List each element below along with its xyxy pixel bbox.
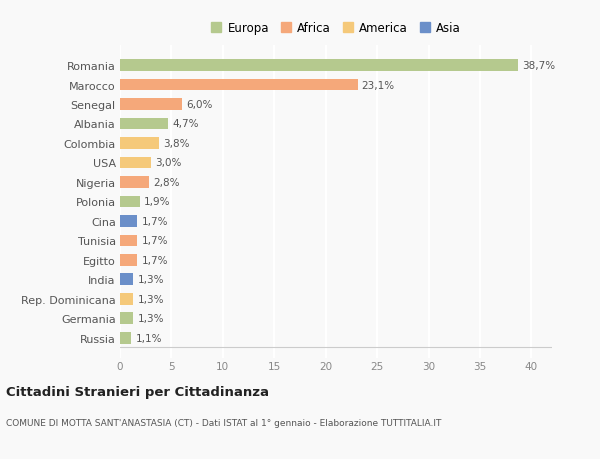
Text: Cittadini Stranieri per Cittadinanza: Cittadini Stranieri per Cittadinanza bbox=[6, 386, 269, 398]
Text: 23,1%: 23,1% bbox=[362, 80, 395, 90]
Bar bbox=[120, 216, 137, 227]
Text: 1,1%: 1,1% bbox=[136, 333, 162, 343]
Text: 1,7%: 1,7% bbox=[142, 216, 168, 226]
Bar bbox=[120, 274, 133, 285]
Bar bbox=[120, 157, 151, 169]
Text: 1,3%: 1,3% bbox=[137, 274, 164, 285]
Text: 1,7%: 1,7% bbox=[142, 236, 168, 246]
Bar bbox=[120, 196, 140, 208]
Bar bbox=[120, 235, 137, 246]
Text: 3,8%: 3,8% bbox=[163, 139, 190, 149]
Text: 4,7%: 4,7% bbox=[172, 119, 199, 129]
Text: 6,0%: 6,0% bbox=[186, 100, 212, 110]
Bar bbox=[120, 99, 182, 111]
Bar bbox=[120, 177, 149, 188]
Bar bbox=[120, 293, 133, 305]
Text: 3,0%: 3,0% bbox=[155, 158, 181, 168]
Bar bbox=[120, 254, 137, 266]
Text: 2,8%: 2,8% bbox=[153, 178, 179, 188]
Text: 1,9%: 1,9% bbox=[143, 197, 170, 207]
Bar bbox=[120, 138, 159, 150]
Text: COMUNE DI MOTTA SANT'ANASTASIA (CT) - Dati ISTAT al 1° gennaio - Elaborazione TU: COMUNE DI MOTTA SANT'ANASTASIA (CT) - Da… bbox=[6, 418, 442, 427]
Bar bbox=[120, 79, 358, 91]
Bar bbox=[120, 60, 518, 72]
Legend: Europa, Africa, America, Asia: Europa, Africa, America, Asia bbox=[206, 17, 466, 40]
Text: 1,7%: 1,7% bbox=[142, 255, 168, 265]
Text: 1,3%: 1,3% bbox=[137, 313, 164, 324]
Text: 38,7%: 38,7% bbox=[522, 61, 555, 71]
Bar bbox=[120, 313, 133, 325]
Bar bbox=[120, 332, 131, 344]
Bar bbox=[120, 118, 169, 130]
Text: 1,3%: 1,3% bbox=[137, 294, 164, 304]
